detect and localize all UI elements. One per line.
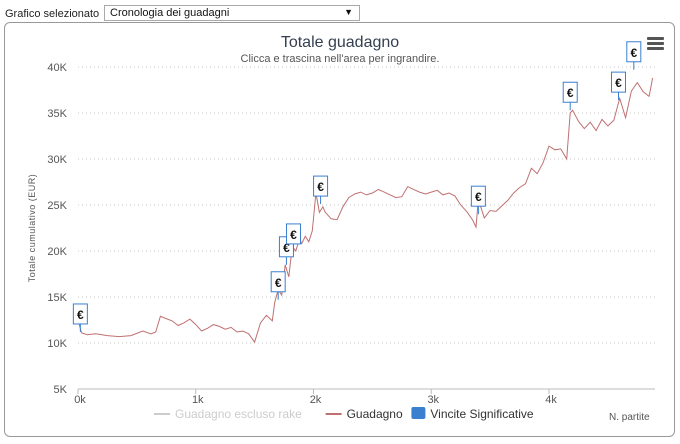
euro-icon: € (475, 190, 482, 204)
chart-selector-bar: Grafico selezionato Cronologia dei guada… (0, 0, 680, 22)
euro-icon: € (283, 241, 290, 255)
euro-icon: € (290, 228, 297, 242)
y-tick-label: 15K (47, 292, 67, 304)
euro-icon: € (615, 76, 622, 90)
chevron-down-icon: ▼ (344, 7, 353, 17)
significant-win-flag: € (610, 71, 626, 101)
flag-box (610, 71, 626, 93)
flag-box (562, 81, 578, 103)
significant-win-flag: € (470, 185, 486, 215)
chart-selector-label: Grafico selezionato (5, 8, 100, 20)
y-tick-label: 20K (47, 246, 67, 258)
y-tick-label: 5K (54, 384, 68, 396)
y-tick-label: 35K (47, 108, 67, 120)
significant-win-flag: € (285, 223, 301, 252)
hamburger-menu-icon[interactable] (647, 37, 664, 51)
flag-box (626, 41, 642, 63)
significant-win-flag: € (562, 81, 578, 111)
flag-box (470, 185, 486, 207)
significant-win-flags: €€€€€€€€€ (72, 41, 642, 332)
significant-win-flag: € (313, 175, 329, 205)
significant-win-flag: € (72, 303, 88, 332)
x-tick-label: 3k (427, 394, 439, 406)
legend: Guadagno escluso rake Guadagno Vincite Sig… (154, 407, 534, 421)
legend-label: Guadagno (347, 407, 403, 421)
flag-box (285, 223, 301, 245)
y-tick-label: 30K (47, 154, 67, 166)
significant-win-flag: € (626, 41, 642, 70)
x-axis-label: N. partite (609, 412, 650, 423)
euro-icon: € (77, 308, 84, 322)
x-axis: 0k 1k 2k 3k 4k (74, 388, 655, 406)
significant-win-flag: € (270, 271, 286, 300)
y-tick-label: 40K (47, 62, 67, 74)
series-lines (77, 77, 654, 344)
x-tick-label: 1k (192, 394, 204, 406)
legend-swatch (411, 407, 426, 419)
x-tick-label: 2k (310, 394, 322, 406)
euro-icon: € (567, 86, 574, 100)
grid-lines (78, 66, 655, 344)
flag-box (270, 271, 286, 293)
legend-label: Vincite Significative (430, 407, 533, 421)
y-tick-label: 25K (47, 200, 67, 212)
y-axis-ticks: 5K 10K 15K 20K 25K 30K 35K 40K (47, 62, 67, 396)
y-axis-label: Totale cumulativo (EUR) (27, 174, 37, 283)
chart-title: Totale guadagno (281, 34, 399, 51)
legend-label: Guadagno escluso rake (175, 407, 302, 421)
flag-box (313, 175, 329, 197)
euro-icon: € (275, 276, 282, 290)
x-tick-label: 4k (545, 394, 557, 406)
x-tick-label: 0k (74, 394, 86, 406)
flag-box (72, 303, 88, 325)
chart-selector-dropdown[interactable]: Cronologia dei guadagni ▼ (104, 5, 360, 21)
y-tick-label: 10K (47, 338, 67, 350)
chart-selector-value: Cronologia dei guadagni (110, 7, 230, 19)
euro-icon: € (317, 180, 324, 194)
series-line-guadagno (77, 77, 654, 344)
chart-subtitle: Clicca e trascina nell'area per ingrandi… (241, 53, 440, 65)
euro-icon: € (630, 46, 637, 60)
